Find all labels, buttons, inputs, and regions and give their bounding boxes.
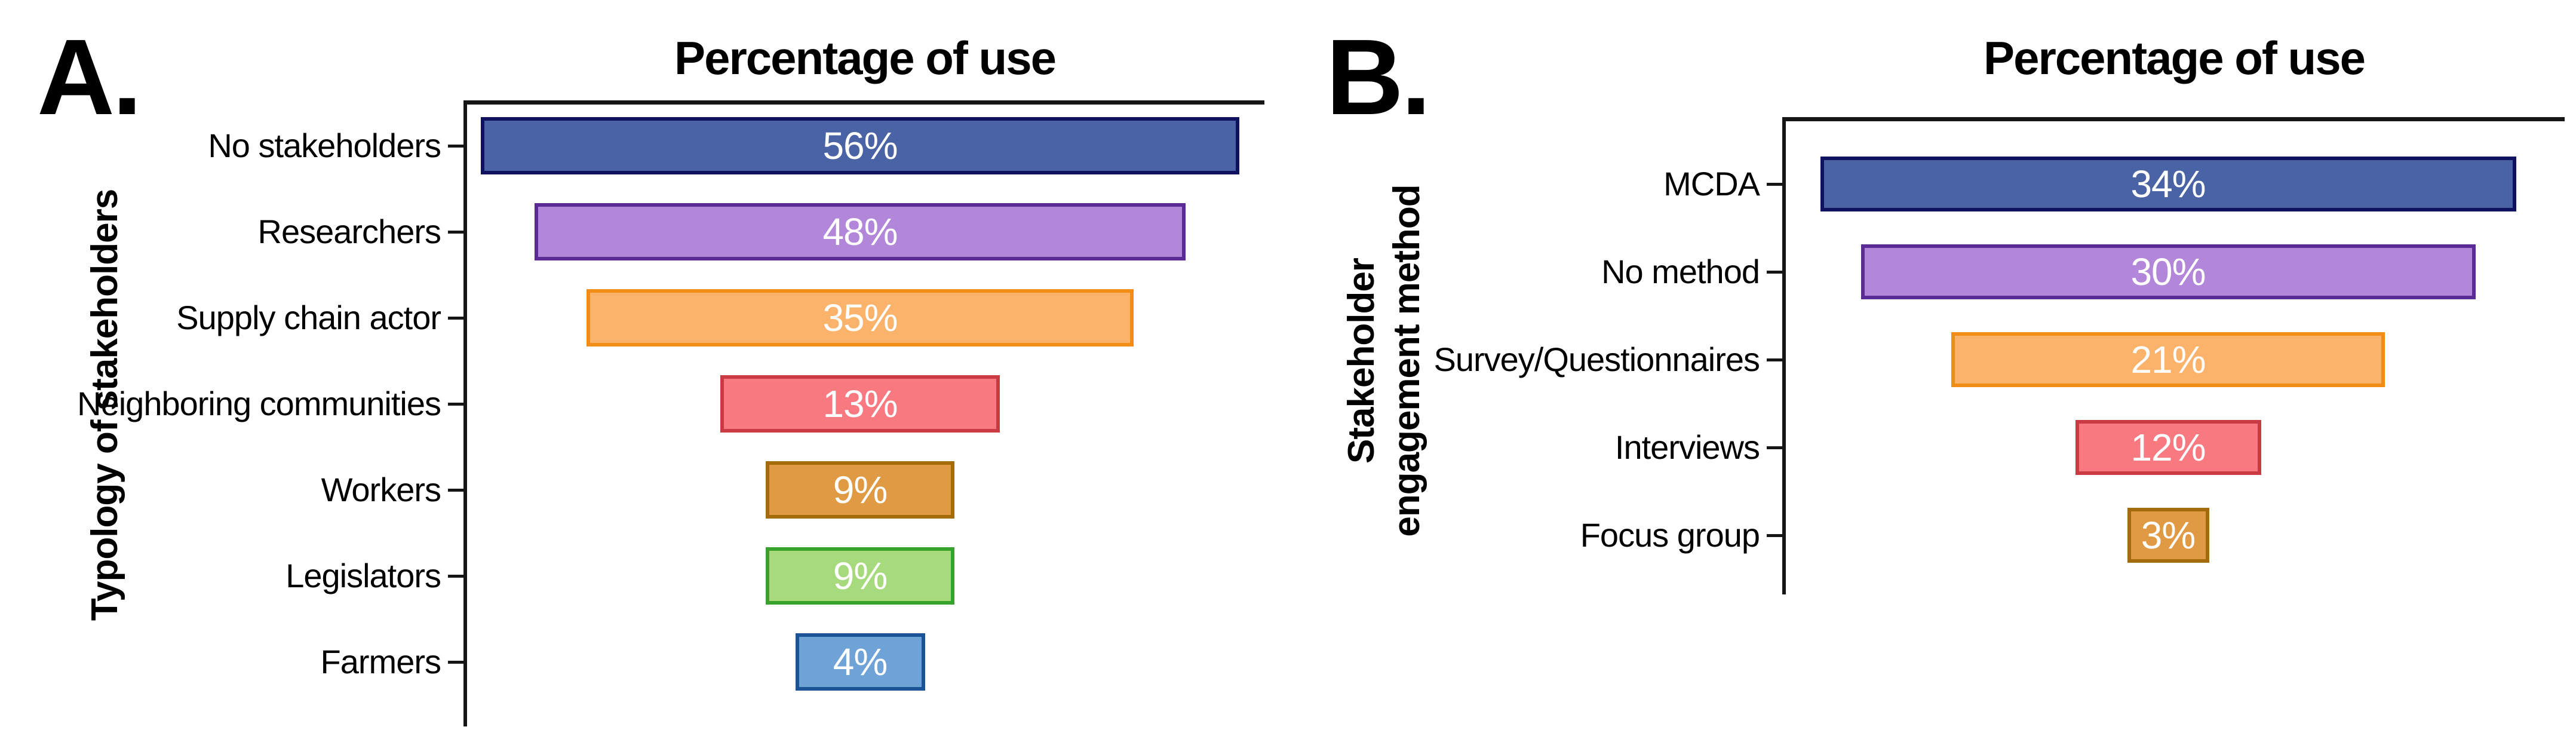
bar: 48% xyxy=(535,203,1186,260)
top-axis-line-a xyxy=(463,100,1264,105)
bar-value-label: 48% xyxy=(822,210,898,253)
bar-value-label: 9% xyxy=(833,468,888,511)
axis-tick xyxy=(448,317,463,320)
bar: 35% xyxy=(587,289,1134,346)
top-axis-line-b xyxy=(1782,117,2565,121)
chart-title-b: Percentage of use xyxy=(1984,32,2366,84)
category-label: Focus group xyxy=(1580,516,1760,554)
axis-tick xyxy=(1767,271,1782,274)
bar-value-label: 4% xyxy=(833,640,888,683)
y-axis-line-a xyxy=(463,102,467,726)
bar-value-label: 56% xyxy=(822,124,898,167)
axis-tick xyxy=(448,403,463,406)
axis-tick xyxy=(448,231,463,234)
axis-tick xyxy=(1767,183,1782,186)
panel-label-b: B. xyxy=(1326,17,1431,137)
category-label: Workers xyxy=(321,471,441,508)
category-label: Researchers xyxy=(257,213,441,250)
bar-value-label: 30% xyxy=(2130,250,2206,293)
axis-tick xyxy=(448,145,463,148)
category-label: Farmers xyxy=(320,643,441,680)
bar-value-label: 12% xyxy=(2130,426,2206,469)
category-label: Interviews xyxy=(1614,428,1760,466)
axis-tick xyxy=(448,575,463,578)
panel-label-a: A. xyxy=(37,17,142,137)
bar-value-label: 13% xyxy=(822,382,898,425)
axis-tick xyxy=(448,489,463,492)
bar: 34% xyxy=(1820,157,2516,211)
bar: 3% xyxy=(2127,508,2209,563)
bar: 56% xyxy=(481,117,1239,174)
axis-tick xyxy=(1767,534,1782,537)
bar-value-label: 9% xyxy=(833,554,888,597)
axis-tick xyxy=(1767,446,1782,449)
category-label: MCDA xyxy=(1663,165,1760,203)
category-label: Supply chain actor xyxy=(176,299,441,336)
category-label: No method xyxy=(1601,253,1760,290)
bar: 13% xyxy=(720,375,1000,433)
bar: 30% xyxy=(1860,244,2476,299)
category-label: Neighboring communities xyxy=(77,385,441,422)
bar: 9% xyxy=(766,547,954,605)
chart-title-a: Percentage of use xyxy=(674,32,1057,84)
category-label: Legislators xyxy=(285,557,441,594)
bar: 9% xyxy=(766,461,954,519)
bar-value-label: 34% xyxy=(2130,162,2206,206)
bar-value-label: 3% xyxy=(2141,514,2196,557)
bar-value-label: 35% xyxy=(822,296,898,339)
bar: 4% xyxy=(795,633,925,691)
bar: 21% xyxy=(1951,332,2385,387)
y-axis-line-b xyxy=(1782,119,1786,594)
axis-tick xyxy=(448,661,463,664)
axis-tick xyxy=(1767,358,1782,361)
bar: 12% xyxy=(2075,420,2261,475)
category-label: No stakeholders xyxy=(208,127,441,164)
bar-value-label: 21% xyxy=(2130,338,2206,381)
category-label: Survey/Questionnaires xyxy=(1433,341,1760,378)
